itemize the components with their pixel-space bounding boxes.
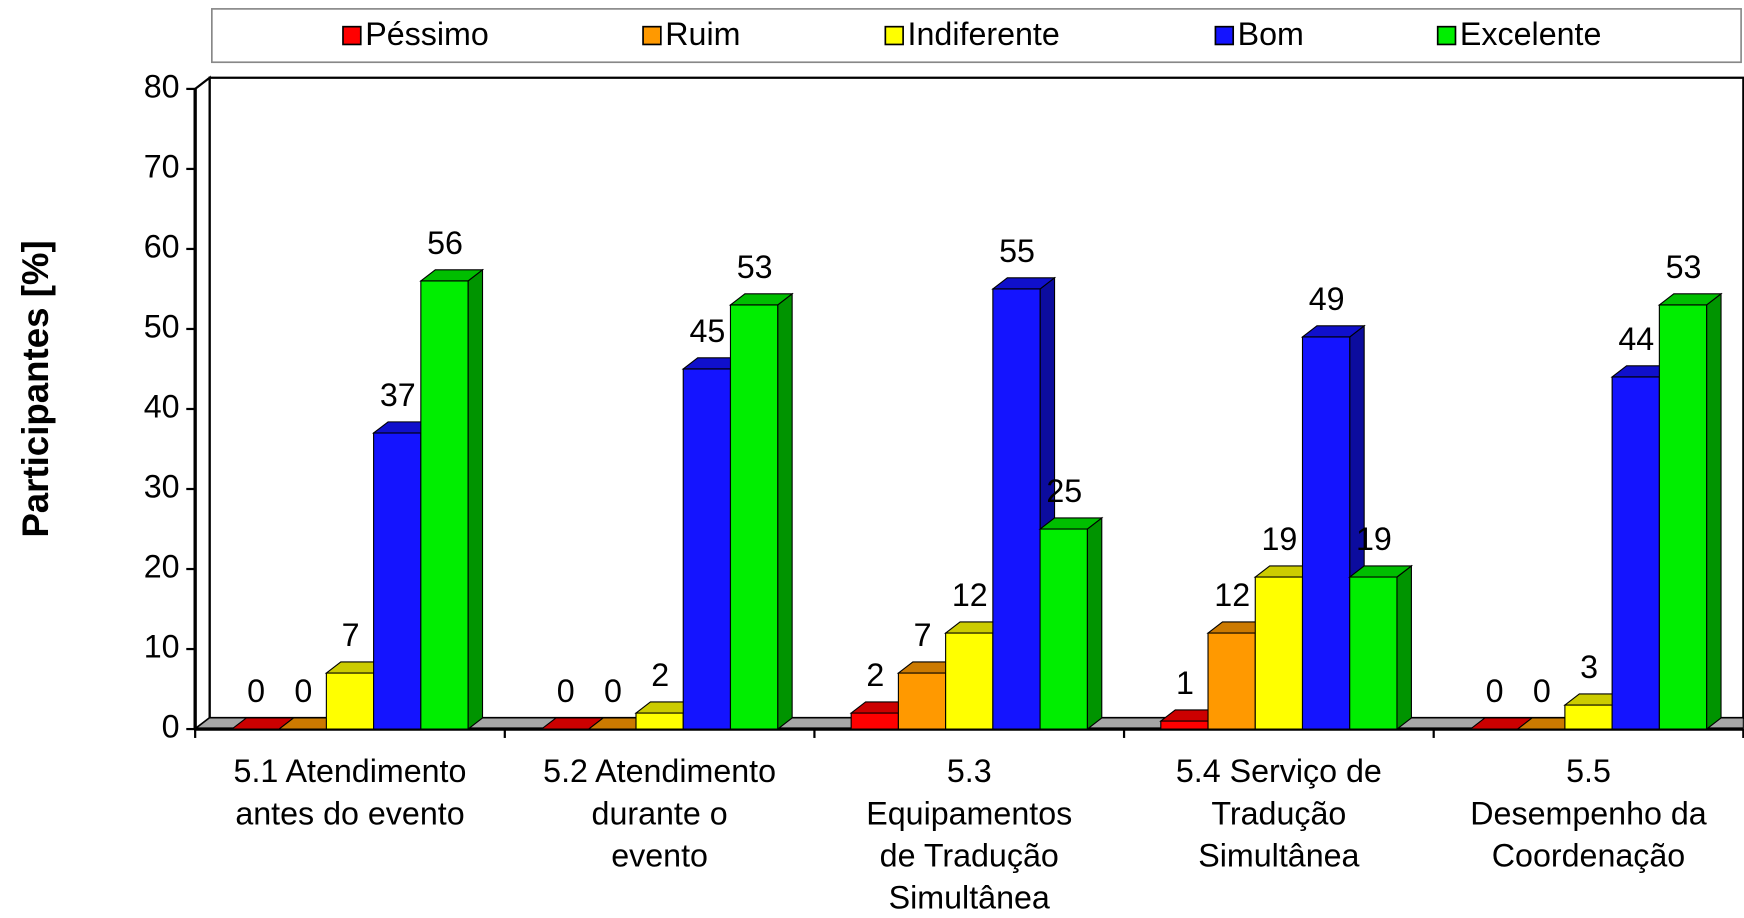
y-tick-label: 80 (144, 68, 180, 104)
bar-side (1706, 292, 1722, 731)
value-label: 45 (689, 313, 725, 349)
bar-front (897, 672, 947, 730)
value-label: 19 (1262, 521, 1298, 557)
value-label: 0 (1486, 673, 1504, 709)
bar-front (1039, 528, 1088, 730)
bar (1657, 292, 1723, 731)
value-label: 7 (342, 617, 360, 653)
bar-front (1611, 376, 1660, 730)
x-tick-label: 5.1 Atendimento (234, 753, 467, 789)
x-tick-label: 5.5 (1566, 753, 1611, 789)
value-label: 2 (866, 657, 884, 693)
side-wall (194, 75, 211, 732)
value-label: 7 (914, 617, 932, 653)
bar-front (992, 288, 1041, 730)
bar-side (1396, 564, 1412, 731)
bar (1348, 564, 1414, 731)
y-tick-label: 0 (162, 709, 180, 745)
value-label: 0 (1533, 673, 1551, 709)
value-label: 19 (1356, 521, 1392, 557)
bar-front (1349, 576, 1398, 730)
bar-front (729, 304, 779, 730)
y-tick-label: 10 (144, 629, 180, 665)
x-tick-label: Simultânea (1198, 838, 1359, 874)
legend-swatch (1214, 25, 1235, 46)
value-label: 53 (737, 249, 773, 285)
bar (419, 268, 485, 731)
value-label: 0 (247, 673, 265, 709)
legend-label: Ruim (665, 16, 740, 52)
bar-front (1658, 304, 1708, 730)
y-tick-label: 50 (144, 308, 180, 344)
value-label: 37 (380, 377, 416, 413)
legend-swatch (1436, 25, 1457, 46)
x-tick-label: Equipamentos (866, 795, 1072, 831)
legend-label: Bom (1238, 16, 1304, 52)
value-label: 53 (1666, 249, 1702, 285)
value-label: 25 (1046, 473, 1082, 509)
bar-side (777, 292, 793, 731)
y-tick-label: 20 (144, 549, 180, 585)
x-tick-label: de Tradução (880, 838, 1059, 874)
y-tick-label: 40 (144, 389, 180, 425)
bar-side (1086, 516, 1103, 731)
bar-front (373, 432, 422, 730)
value-label: 2 (651, 657, 669, 693)
y-tick-label: 30 (144, 469, 180, 505)
y-tick-label: 60 (144, 228, 180, 264)
bar-front (325, 672, 375, 730)
bar-front (1254, 576, 1304, 730)
value-label: 0 (557, 673, 575, 709)
bar (1038, 516, 1104, 731)
value-label: 56 (427, 225, 463, 261)
bar-front (682, 368, 732, 730)
bar-front (1301, 336, 1351, 730)
x-tick-label: Desempenho da (1470, 795, 1707, 831)
legend-label: Excelente (1460, 16, 1602, 52)
legend-swatch (642, 25, 662, 46)
x-tick-label: 5.2 Atendimento (543, 753, 776, 789)
value-label: 55 (999, 233, 1035, 269)
bar-side (467, 268, 484, 731)
bar-front (1160, 720, 1209, 730)
value-label: 12 (1214, 577, 1250, 613)
x-tick-label: durante o (592, 795, 728, 831)
x-tick-label: evento (611, 838, 708, 874)
value-label: 1 (1176, 665, 1194, 701)
x-tick-label: antes do evento (235, 795, 464, 831)
value-label: 44 (1618, 321, 1654, 357)
bar (728, 292, 794, 731)
y-tick-label: 70 (144, 148, 180, 184)
bar-front (1207, 632, 1256, 730)
legend-label: Indiferente (908, 16, 1060, 52)
value-label: 0 (604, 673, 622, 709)
legend-box (211, 8, 1742, 64)
value-label: 0 (294, 673, 312, 709)
bar-front (635, 712, 684, 730)
value-label: 49 (1309, 281, 1345, 317)
x-tick-label: Simultânea (889, 880, 1050, 916)
x-tick-label: Coordenação (1492, 838, 1685, 874)
bar-front (850, 712, 899, 730)
x-tick-label: 5.4 Serviço de (1176, 753, 1382, 789)
value-label: 3 (1580, 649, 1598, 685)
x-tick-label: Tradução (1211, 795, 1346, 831)
legend-swatch (342, 25, 362, 46)
bar-front (420, 280, 469, 730)
x-tick-label: 5.3 (947, 753, 992, 789)
legend-label: Péssimo (365, 16, 489, 52)
y-axis-label: Participantes [%] (15, 240, 56, 537)
bar-front (945, 632, 994, 730)
bar-front (1564, 704, 1613, 730)
legend-swatch (884, 25, 904, 46)
value-label: 12 (952, 577, 988, 613)
